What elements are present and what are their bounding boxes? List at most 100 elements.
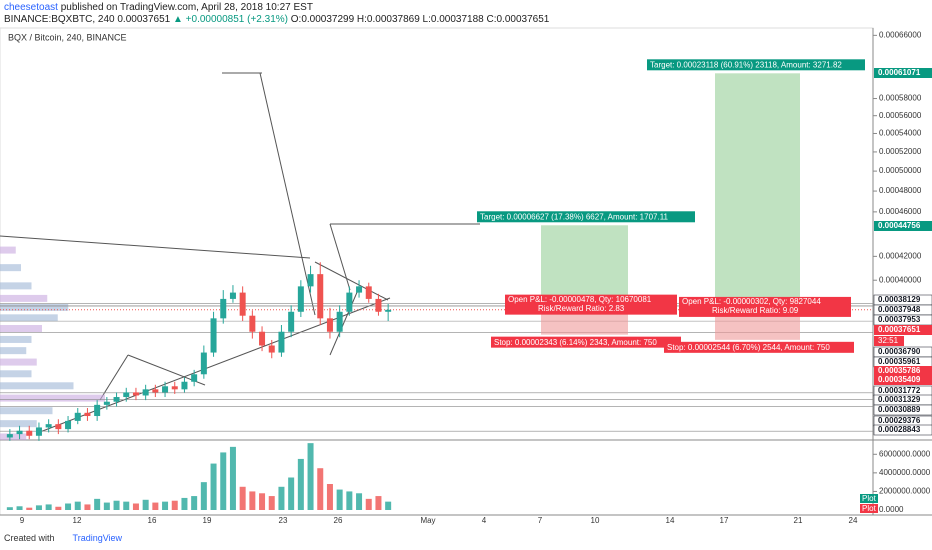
trendline [329, 289, 359, 356]
candle-body [84, 412, 91, 417]
volume-bar [297, 458, 304, 510]
x-tick-label: 16 [148, 516, 157, 525]
price-marker: 0.00036790 [878, 347, 921, 356]
trendline [259, 72, 316, 316]
price-marker-box [873, 404, 932, 416]
volume-profile-bar [0, 335, 32, 343]
y-tick-label: 0.00056000 [879, 111, 922, 120]
volume-bar [181, 497, 188, 510]
price-marker: 0.00030889 [878, 405, 921, 414]
target-label-box [647, 59, 865, 71]
candle-body [336, 311, 343, 332]
volume-bar [307, 443, 314, 510]
candle-body [365, 286, 372, 299]
volume-bar [103, 502, 110, 510]
y-tick-label: 0.00050000 [879, 166, 922, 175]
volume-bar [239, 486, 246, 510]
volume-bar [113, 500, 120, 510]
trendline [0, 235, 311, 259]
candle-body [171, 386, 178, 390]
volume-bar [210, 463, 217, 510]
candle-body [16, 430, 23, 435]
price-marker-box [874, 375, 932, 385]
plot-label: Plot [862, 494, 877, 503]
volume-bar [326, 484, 333, 510]
v-tick-label: 6000000.0000 [879, 449, 931, 458]
stop-label-box [664, 341, 854, 353]
volume-profile-bar [0, 347, 27, 355]
pnl-label: Open P&L: -0.00000478, Qty: 10670081 [508, 295, 652, 304]
pnl-box [505, 294, 677, 315]
candle-body [375, 298, 382, 312]
candle-body [142, 389, 149, 396]
x-tick-label: 10 [591, 516, 600, 525]
volume-profile-bar [0, 407, 53, 415]
volume-profile-bar [0, 382, 74, 390]
volume-bar [249, 491, 256, 510]
plot-label: Plot [862, 504, 877, 513]
x-tick-label: May [420, 516, 435, 525]
y-tick-label: 0.00066000 [879, 30, 922, 39]
y-tick-label: 0.00058000 [879, 94, 922, 103]
candle-body [200, 352, 207, 375]
price-marker: 0.00035786 [878, 366, 921, 375]
volume-bar [132, 503, 139, 510]
x-tick-label: 4 [482, 516, 487, 525]
x-tick-label: 14 [666, 516, 675, 525]
target-label: Target: 0.00006627 (17.38%) 6627, Amount… [480, 212, 669, 221]
x-tick-label: 24 [849, 516, 858, 525]
plot-badge [860, 504, 878, 513]
candle-body [113, 397, 120, 402]
candle-body [268, 345, 275, 353]
volume-bar [26, 507, 33, 510]
target-zone [715, 73, 800, 306]
volume-profile-bar [0, 264, 21, 272]
pnl-label: Open P&L: -0.00000302, Qty: 9827044 [682, 297, 821, 306]
candle-body [103, 401, 110, 405]
volume-bar [336, 489, 343, 510]
candle-body [123, 392, 130, 398]
candle-body [45, 424, 52, 428]
price: 0.00037651 [117, 14, 171, 25]
price-marker: 0.00035961 [878, 357, 921, 366]
trendline [99, 354, 129, 401]
volume-bar [268, 496, 275, 510]
volume-profile-bar [0, 370, 32, 378]
v-tick-label: 0.0000 [879, 505, 904, 514]
volume-bar [65, 503, 72, 510]
candle-body [317, 274, 324, 319]
author[interactable]: cheesetoast [4, 2, 58, 13]
candle-body [162, 386, 169, 393]
volume-bar [162, 501, 169, 510]
volume-profile-bar [0, 314, 58, 322]
volume-bar [171, 500, 178, 510]
price-marker-box [874, 325, 932, 335]
y-tick-label: 0.00040000 [879, 275, 922, 284]
v-tick-label: 2000000.0000 [879, 487, 931, 496]
x-tick-label: 26 [334, 516, 343, 525]
price-marker: 0.00037948 [878, 305, 921, 314]
x-tick-label: 7 [538, 516, 543, 525]
candle-body [297, 286, 304, 312]
brand[interactable]: TradingView [72, 533, 123, 543]
candle-body [55, 424, 62, 430]
plot-badge [860, 494, 878, 503]
volume-bar [35, 505, 42, 510]
volume-bar [200, 482, 207, 510]
candle-body [94, 404, 101, 417]
volume-bar [74, 501, 81, 510]
price-marker: 0.00031772 [878, 386, 921, 395]
candle-body [385, 309, 392, 312]
volume-bar [365, 498, 372, 510]
candle-body [356, 286, 363, 293]
price-marker-box [873, 424, 932, 436]
candle-body [132, 392, 139, 396]
volume-bar [220, 452, 227, 510]
volume-profile-bar [0, 246, 16, 254]
y-tick-label: 0.00042000 [879, 251, 922, 260]
x-tick-label: 9 [20, 516, 25, 525]
volume-bar [45, 504, 52, 510]
candle-body [181, 381, 188, 390]
chart: BQX / Bitcoin, 240, BINANCE 0.00066000 0.… [0, 27, 932, 525]
volume-profile-bar [0, 433, 27, 441]
